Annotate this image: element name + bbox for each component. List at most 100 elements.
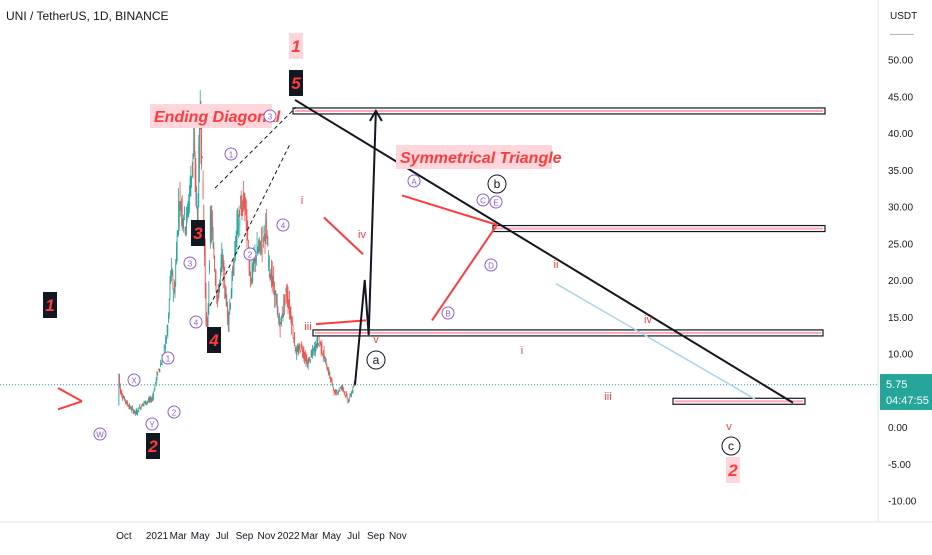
- minor-wave-circle: [93, 427, 107, 441]
- candle-body: [339, 390, 341, 391]
- candle-body: [127, 405, 129, 407]
- inner-trend-line: [555, 283, 756, 400]
- y-tick-label: 50.00: [888, 56, 913, 67]
- candle-body: [164, 346, 166, 348]
- wave-circle: [366, 350, 386, 370]
- candle-body: [122, 395, 123, 398]
- candle-body: [262, 231, 264, 233]
- candle-body: [155, 381, 156, 384]
- candle-body: [128, 406, 130, 408]
- candle-body: [333, 386, 334, 390]
- candle-body: [269, 275, 271, 277]
- candle-body: [140, 406, 142, 409]
- candle-body: [180, 210, 182, 216]
- candle-body: [249, 266, 251, 270]
- y-tick-label: 10.00: [888, 350, 913, 361]
- price-tag-countdown: 04:47:55: [886, 395, 929, 407]
- candle-body: [234, 242, 236, 261]
- candle-body: [165, 338, 166, 349]
- candle-body: [221, 252, 223, 264]
- candle-body: [294, 332, 295, 346]
- minor-wave-label: D: [488, 262, 494, 271]
- minor-wave-circle: [161, 351, 175, 365]
- candle-body: [346, 394, 348, 399]
- candle-body: [303, 351, 305, 357]
- candle-body: [172, 272, 174, 288]
- candle-body: [261, 244, 263, 251]
- candle-body: [220, 269, 221, 278]
- candle-body: [273, 275, 274, 289]
- candle-body: [298, 346, 300, 352]
- degree-box: [191, 220, 205, 246]
- candle-body: [276, 301, 278, 308]
- candle-body: [305, 356, 307, 365]
- candle-body: [163, 345, 165, 352]
- candle-body: [263, 227, 265, 231]
- candle-body: [327, 370, 328, 372]
- candle-body: [197, 200, 199, 221]
- candle-body: [241, 207, 243, 216]
- wave-circle: [721, 436, 741, 456]
- minor-wave-label: 4: [281, 222, 286, 231]
- candle-body: [130, 406, 131, 408]
- roman-wave-label: ii: [554, 259, 559, 271]
- candle-body: [225, 292, 226, 298]
- wave-circle-label: c: [728, 439, 734, 453]
- candle-body: [192, 153, 194, 165]
- roman-wave-label: iii: [604, 391, 611, 403]
- candle-body: [218, 292, 220, 294]
- candle-body: [209, 215, 211, 247]
- candle-body: [134, 410, 136, 413]
- candle-body: [153, 390, 155, 392]
- x-tick-label: Mar: [170, 531, 188, 542]
- candle-body: [353, 386, 354, 388]
- candle-body: [125, 401, 127, 403]
- minor-wave-circle: [183, 256, 197, 270]
- symbol-title: UNI / TetherUS, 1D, BINANCE: [6, 9, 169, 23]
- candle-body: [171, 272, 173, 276]
- candle-body: [281, 313, 283, 317]
- minor-wave-circle: [145, 417, 159, 431]
- candle-body: [329, 372, 331, 378]
- candle-body: [144, 401, 146, 403]
- candle-body: [351, 391, 353, 393]
- minor-wave-circle: [167, 405, 181, 419]
- candle-body: [191, 162, 193, 169]
- candle-body: [348, 400, 349, 402]
- candle-body: [130, 409, 132, 411]
- candle-body: [161, 358, 163, 365]
- y-tick-label: 0.00: [888, 423, 908, 434]
- candle-body: [287, 293, 289, 307]
- candle-body: [345, 395, 346, 397]
- candle-body: [312, 349, 314, 356]
- candle-body: [137, 412, 138, 414]
- minor-wave-circle: [476, 193, 490, 207]
- candle-body: [169, 280, 171, 296]
- candle-body: [123, 397, 125, 399]
- candle-body: [167, 325, 169, 334]
- candle-body: [316, 338, 318, 347]
- candle-body: [135, 411, 136, 413]
- candle-body: [160, 364, 162, 366]
- candle-body: [323, 350, 325, 356]
- candle-body: [154, 385, 156, 391]
- candle-body: [295, 350, 297, 352]
- x-tick-label: May: [322, 531, 341, 542]
- roman-wave-label: i: [301, 195, 303, 207]
- candles: [118, 90, 356, 416]
- candle-body: [168, 299, 170, 316]
- candle-body: [266, 242, 268, 245]
- candle-body: [145, 402, 147, 404]
- degree-box: [146, 433, 160, 459]
- level-box-fill: [295, 109, 823, 112]
- candle-body: [189, 178, 191, 184]
- candle-body: [310, 359, 311, 363]
- candle-body: [190, 178, 192, 196]
- candle-body: [225, 294, 227, 299]
- candle-body: [226, 300, 228, 307]
- pattern-label: Ending Diagonal: [154, 109, 281, 126]
- candle-body: [276, 300, 277, 304]
- degree-label: 5: [291, 74, 301, 93]
